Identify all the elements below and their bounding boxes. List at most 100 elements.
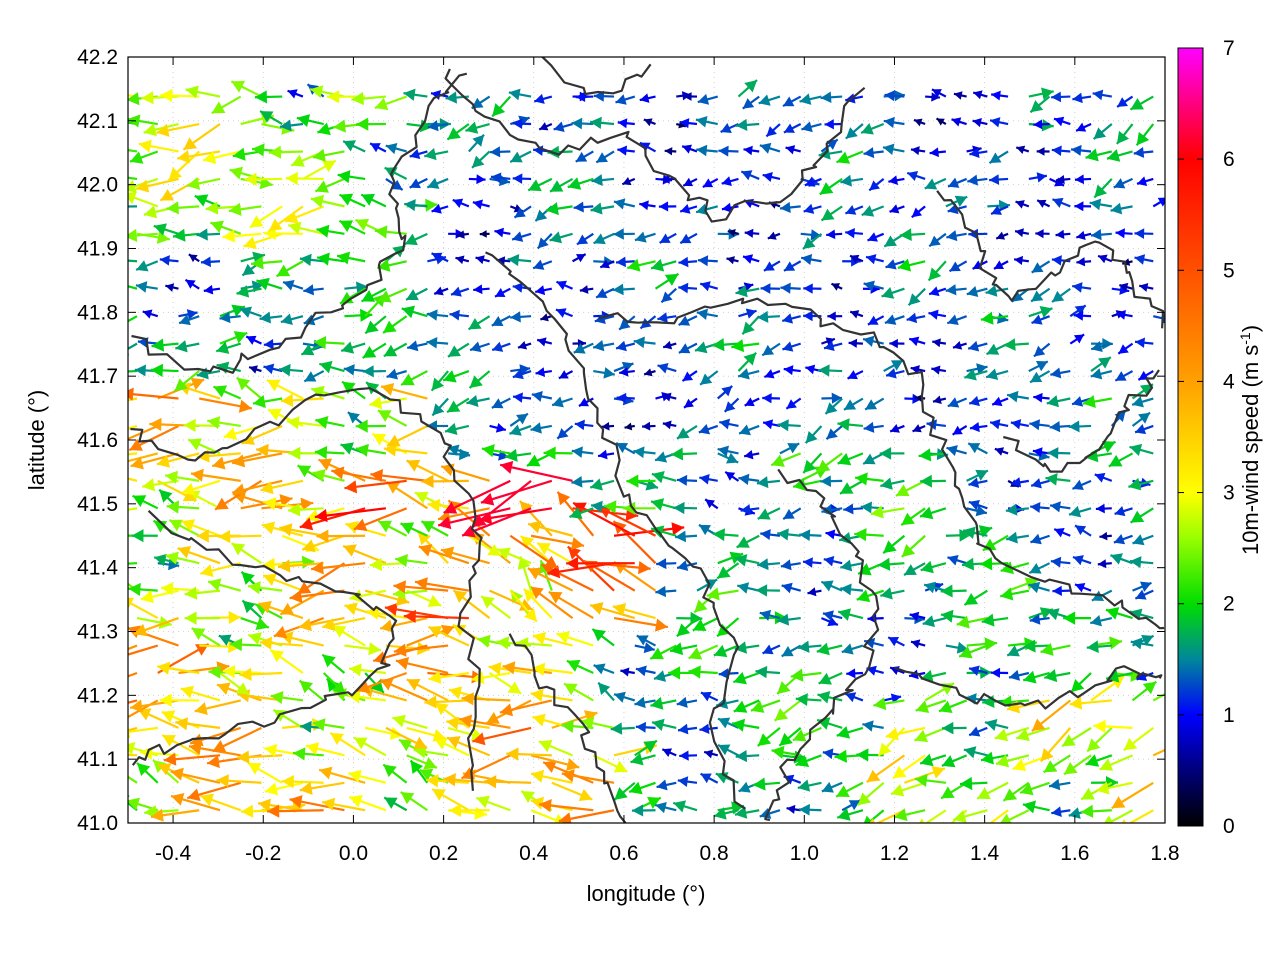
terrain-contour [894,665,1163,710]
wind-vector [1032,447,1050,458]
wind-vector [239,306,262,318]
wind-vector [1029,95,1051,114]
wind-vector [899,228,926,242]
wind-vector [590,202,615,215]
wind-vector [1152,197,1165,208]
wind-vector [1000,809,1030,823]
wind-vector [757,727,781,747]
y-tick-label: 41.0 [77,812,118,835]
wind-vector [1113,177,1133,189]
wind-vector [459,714,511,729]
wind-vector [948,260,968,273]
wind-vector [1119,282,1133,292]
wind-vector [285,171,324,186]
wind-vector [301,534,345,553]
wind-vector [906,312,926,324]
wind-vector [928,232,947,248]
wind-vector [816,642,843,656]
wind-vector [530,809,566,823]
wind-vector [915,394,926,403]
wind-vector [263,363,283,375]
wind-vector [947,554,967,566]
wind-vector [556,631,594,647]
wind-vector [804,425,823,444]
wind-vector [530,688,573,702]
wind-vector [743,145,760,156]
wind-vector [892,754,926,780]
wind-vector [321,653,346,674]
wind-vector [254,90,283,104]
wind-vector [1152,692,1165,702]
wind-vector [634,696,656,709]
wind-vector [795,754,822,768]
wind-vector [409,177,428,189]
colorbar-tick-label: 7 [1223,37,1235,60]
wind-vector [400,791,428,812]
wind-vector [262,573,304,592]
wind-vector [1006,531,1030,544]
wind-vector [657,312,677,323]
wind-vector [426,177,449,189]
wind-vector [673,501,698,515]
wind-vector [535,367,552,378]
wind-vector [994,447,1009,456]
wind-vector [914,773,947,787]
wind-vector [758,94,781,106]
wind-vector [532,259,553,270]
wind-vector [440,463,490,482]
wind-vector [337,170,366,184]
wind-vector [591,174,615,186]
wind-vector [409,759,429,784]
wind-vector [923,581,947,594]
wind-vector [219,304,246,318]
wind-vector [386,368,407,380]
wind-vector [280,393,324,407]
wind-vector [499,699,553,717]
wind-vector [761,342,781,357]
wind-vector [380,382,428,400]
wind-vector [737,368,760,380]
wind-vector [128,259,138,263]
wind-vector [267,804,324,818]
wind-vector [184,278,200,290]
wind-vector [621,177,636,186]
wind-vector [222,665,262,679]
wind-vector [688,665,718,679]
wind-vector [1029,370,1051,384]
wind-vector [920,474,946,488]
wind-vector [456,230,470,239]
wind-vector [128,228,158,243]
terrain-contour [131,72,468,374]
wind-vector [128,191,159,208]
wind-vector [756,476,781,489]
wind-vector [268,145,303,159]
x-tick-label: 1.6 [1060,842,1089,865]
wind-vector [270,691,304,705]
wind-vector [491,315,511,327]
colorbar-title: 10m-wind speed (m s-1) [1237,325,1263,555]
wind-vector [1028,581,1050,594]
wind-vector [1085,754,1113,767]
wind-vector [219,672,250,696]
wind-vector [964,368,988,381]
wind-vector [654,451,677,463]
wind-vector [455,255,470,265]
wind-vector [302,159,337,180]
wind-vector [848,338,863,348]
wind-vector [128,342,138,356]
wind-vector [1029,419,1050,431]
wind-vector [129,150,159,164]
wind-vector [314,445,345,460]
wind-vector [404,199,428,212]
wind-vector [599,259,615,269]
wind-vector [406,340,428,352]
wind-vector [531,390,553,402]
wind-vector [379,678,428,702]
wind-vector [777,613,801,626]
wind-vector [549,177,574,193]
wind-vector [141,91,179,105]
wind-vector [178,309,198,320]
wind-vector [669,642,698,656]
wind-vector [406,726,447,742]
wind-vector [1134,337,1154,348]
